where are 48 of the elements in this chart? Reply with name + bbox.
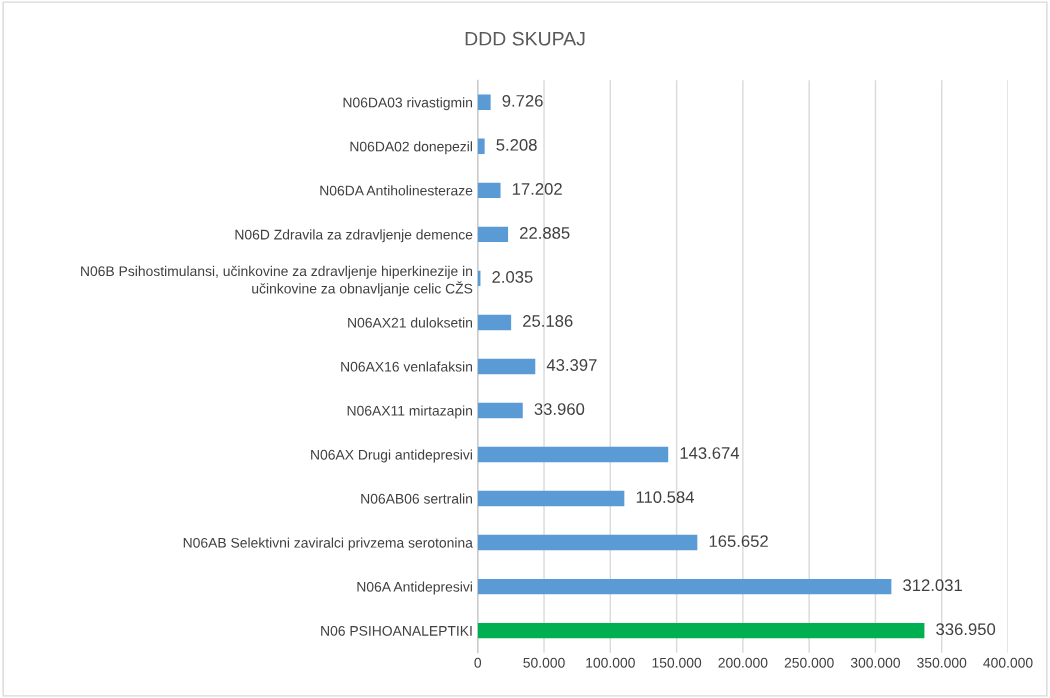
x-tick-label: 150.000 — [652, 657, 702, 668]
bar — [477, 314, 512, 331]
x-tick-label: 250.000 — [784, 657, 834, 668]
data-label: 9.726 — [502, 94, 543, 107]
x-tick-label: 350.000 — [917, 657, 967, 668]
bar — [477, 226, 509, 243]
y-tick-label: N06 PSIHOANALEPTIKI — [321, 625, 472, 636]
chart-title: DDD SKUPAJ — [465, 31, 585, 46]
data-label: 17.202 — [512, 183, 562, 195]
y-tick-label: N06DA Antiholinesteraze — [320, 185, 473, 196]
bar — [477, 138, 485, 155]
y-tick-label: N06AX21 duloksetin — [348, 317, 472, 328]
y-tick-label: N06AX11 mirtazapin — [347, 405, 472, 419]
data-label: 312.031 — [903, 579, 962, 592]
data-label: 5.208 — [496, 138, 537, 151]
bar — [477, 578, 892, 595]
bar — [477, 446, 669, 463]
y-tick-label: N06AX16 venlafaksin — [341, 361, 472, 372]
y-tick-label: N06AB Selektivni zaviralci privzema serotonina — [183, 537, 473, 551]
bar — [477, 402, 523, 419]
y-tick-label: N06AB06 sertralin — [361, 493, 472, 504]
y-tick-label: N06AX Drugi antidepresivi — [311, 449, 472, 463]
data-label: 22.885 — [520, 227, 570, 239]
bar — [477, 182, 501, 199]
data-label: 165.652 — [709, 535, 768, 548]
bar — [477, 490, 625, 507]
x-tick-label: 0 — [474, 657, 482, 668]
y-tick-label: N06D Zdravila za zdravljenje demence — [235, 229, 473, 243]
y-tick-label: N06DA02 donepezil — [350, 141, 472, 155]
data-label: 110.584 — [636, 491, 694, 504]
x-tick-label: 300.000 — [850, 657, 900, 668]
bar — [477, 622, 925, 639]
data-label: 33.960 — [534, 403, 585, 415]
data-label: 336.950 — [936, 623, 996, 636]
data-label: 2.035 — [492, 271, 533, 283]
bar — [477, 94, 491, 110]
data-label: 43.397 — [546, 359, 597, 371]
data-label: 143.674 — [680, 447, 740, 459]
data-label: 25.186 — [523, 315, 573, 327]
x-tick-label: 50.000 — [523, 657, 565, 668]
x-tick-label: 100.000 — [586, 657, 635, 668]
y-tick-label: N06DA03 rivastigmin — [343, 97, 472, 111]
y-tick-label: N06B Psihostimulansi, učinkovine za zdravljenje hiperkinezije in učinkovine za obnavljanje celic CŽS — [81, 265, 473, 297]
x-tick-label: 400.000 — [983, 657, 1033, 668]
bar — [477, 534, 698, 551]
bar — [477, 358, 536, 375]
y-tick-label: N06A Antidepresivi — [357, 581, 472, 595]
x-tick-label: 200.000 — [718, 657, 768, 668]
